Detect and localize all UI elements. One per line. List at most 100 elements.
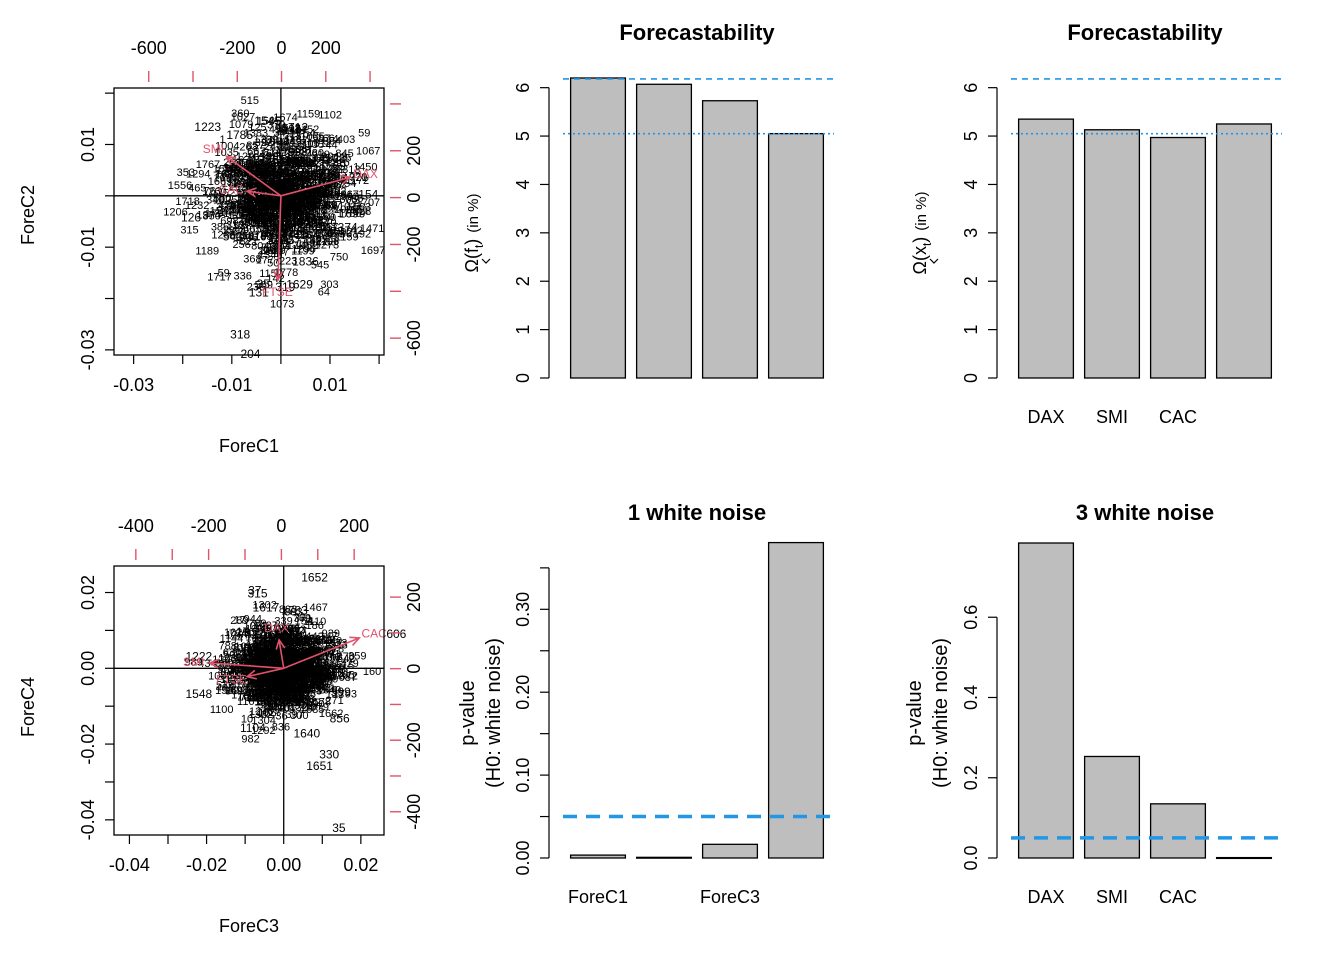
- observation-label: 599: [331, 685, 351, 699]
- observation-label: 1567: [291, 216, 315, 228]
- observation-label: 809: [248, 160, 266, 172]
- observation-label: 1594: [297, 238, 321, 250]
- observation-label: 435: [247, 214, 265, 226]
- observation-label: 1636: [215, 169, 239, 181]
- observation-label: 35: [332, 821, 346, 835]
- observation-label: 370: [261, 134, 279, 146]
- observation-label: 421: [309, 236, 327, 248]
- observation-label: 1346: [258, 249, 282, 261]
- biplot-forec3-forec4: ForeC3 ForeC4 13344429111312602896458271…: [18, 516, 424, 936]
- observation-label: 1176: [280, 207, 304, 219]
- observation-label: 1303: [284, 199, 308, 211]
- observation-label: 1651: [306, 759, 333, 773]
- observation-label: 1386: [265, 202, 289, 214]
- observation-label: 561: [275, 176, 293, 188]
- observation-label: 1767: [196, 159, 220, 171]
- x-tick-label: -0.03: [113, 375, 154, 395]
- observation-label: 1192: [323, 186, 347, 198]
- loading-label: SMI: [203, 142, 224, 156]
- observation-label: 1206: [163, 207, 187, 219]
- observation-label: 1617: [253, 601, 280, 615]
- observation-label: 1772: [300, 189, 324, 201]
- observation-label: 643: [283, 136, 301, 148]
- observation-label: 165: [263, 244, 281, 256]
- observation-label: 1157: [256, 201, 280, 213]
- observation-label: 1302: [286, 170, 310, 182]
- observation-label: 1740: [313, 199, 337, 211]
- observation-label: 962: [224, 199, 242, 211]
- observation-label: 1082: [305, 215, 329, 227]
- observation-label: 491: [233, 199, 251, 211]
- observation-label: 693: [263, 202, 281, 214]
- observation-label: 1404: [254, 181, 278, 193]
- observation-label: 1102: [318, 110, 342, 122]
- observation-label: 850: [203, 210, 221, 222]
- y-tick-label: 0.00: [78, 651, 98, 686]
- observation-label: 1765: [315, 228, 339, 240]
- observation-label: 1410: [271, 216, 295, 228]
- observation-label: 1199: [291, 245, 315, 257]
- y-tick-label: 3: [513, 228, 533, 238]
- observation-label: 858: [285, 163, 303, 175]
- observation-label: 107: [232, 219, 250, 231]
- category-label: CAC: [1159, 887, 1197, 907]
- observation-label: 477: [286, 209, 304, 221]
- observation-label: 1195: [284, 171, 308, 183]
- category-label: ForeC3: [700, 887, 760, 907]
- right-tick-label: -600: [404, 320, 424, 356]
- observation-label: 74: [243, 160, 255, 172]
- observation-label: 1212: [253, 195, 277, 207]
- observation-label: 1375: [313, 163, 337, 175]
- observation-label: 520: [311, 195, 329, 207]
- observation-label: 1618: [282, 226, 306, 238]
- observation-label: 50: [267, 258, 279, 270]
- observation-label: 1162: [227, 177, 251, 189]
- observation-label: 1189: [195, 246, 219, 258]
- observation-label: 430: [285, 156, 303, 168]
- observation-label: 21: [281, 208, 293, 220]
- observation-label: 938: [287, 171, 305, 183]
- observation-label: 1078: [242, 230, 266, 242]
- x-tick-label: 0.00: [266, 855, 301, 875]
- observation-label: 387: [275, 181, 293, 193]
- observation-label: 1563: [335, 191, 359, 203]
- observation-label: 1027: [231, 111, 255, 123]
- observation-label: 854: [323, 135, 341, 147]
- observation-label: 621: [314, 178, 332, 190]
- observation-label: 489: [240, 194, 258, 206]
- observation-label: 950: [271, 181, 289, 193]
- observation-label: 957: [226, 227, 244, 239]
- observation-label: 1585: [257, 115, 281, 127]
- observation-label: 1445: [228, 198, 252, 210]
- observation-label: 282: [297, 206, 315, 218]
- observation-label: 70: [303, 189, 315, 201]
- bar: [1083, 755, 1141, 859]
- observation-label: 477: [285, 208, 303, 220]
- observation-label: 1252: [245, 178, 269, 190]
- observation-label: 1172: [345, 175, 369, 187]
- observation-label: 1296: [291, 243, 315, 255]
- observation-label: 533: [300, 189, 318, 201]
- observation-label: 957: [283, 235, 301, 247]
- observation-label: 1471: [360, 223, 384, 235]
- observation-label: 896: [283, 200, 301, 212]
- observation-label: 1789: [304, 234, 328, 246]
- observation-label: 567: [284, 195, 302, 207]
- forecastability-sources-bar-chart: Forecastability Ω(ft)(in %) 0 1 2 3 4 5 6: [462, 20, 834, 383]
- observation-label: 1223: [194, 120, 221, 134]
- observation-label: 356: [285, 152, 303, 164]
- observation-label: 514: [310, 200, 328, 212]
- observation-label: 1479: [250, 171, 274, 183]
- observation-label: 310: [285, 178, 303, 190]
- observation-label: 970: [349, 172, 367, 184]
- right-tick-label: 200: [404, 136, 424, 166]
- observation-label: 819: [256, 163, 274, 175]
- observation-label: 329: [273, 211, 291, 223]
- observation-label: 154: [279, 169, 297, 181]
- observation-label: 982: [241, 734, 259, 746]
- observation-label: 105: [251, 224, 269, 236]
- observation-label: 1355: [256, 215, 280, 227]
- observation-label: 1137: [231, 179, 255, 191]
- bar: [701, 843, 759, 859]
